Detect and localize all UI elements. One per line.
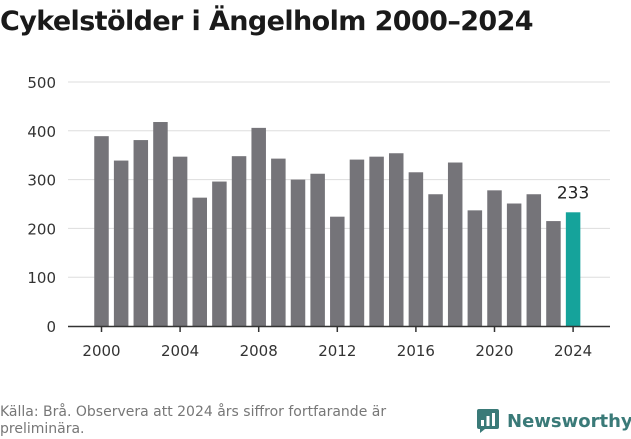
source-note: Källa: Brå. Observera att 2024 års siffr…	[0, 404, 387, 437]
bar-2018	[447, 162, 463, 326]
bar-2005	[192, 197, 207, 326]
annotations: 233	[557, 183, 589, 203]
bar-2023	[546, 221, 561, 326]
bar-2006	[212, 181, 227, 326]
bar-2001	[113, 160, 129, 326]
bar-2021	[506, 203, 522, 326]
bar-2019	[467, 210, 483, 326]
bar-2002	[133, 140, 149, 326]
bar-2013	[349, 159, 365, 326]
x-tick-label: 2000	[82, 342, 120, 360]
bar-2020	[487, 190, 502, 326]
y-tick-label: 300	[27, 172, 56, 190]
brand-logo-block: Newsworthy	[476, 407, 631, 435]
x-tick-label: 2024	[554, 342, 592, 360]
bar-2022	[526, 194, 542, 326]
bar-2007	[231, 156, 247, 326]
bar-2014	[369, 156, 384, 326]
bar-2008	[251, 127, 266, 326]
bar-2009	[271, 158, 286, 326]
x-tick-label: 2004	[161, 342, 199, 360]
x-tick-label: 2016	[397, 342, 435, 360]
y-tick-label: 500	[27, 74, 56, 92]
x-tick-label: 2020	[475, 342, 513, 360]
newsworthy-logo-icon	[477, 409, 499, 433]
y-tick-label: 0	[46, 318, 56, 336]
bar-2024	[565, 212, 581, 326]
x-axis: 2000 2004 2008 2012 2016 2020 2024	[68, 325, 610, 360]
bar-2003	[153, 122, 168, 327]
bar-2012	[330, 216, 345, 326]
bar-2011	[310, 173, 325, 326]
bar-2010	[290, 179, 306, 326]
chart-title: Cykelstölder i Ängelholm 2000–2024	[0, 6, 534, 37]
brand-name: Newsworthy	[507, 410, 631, 432]
x-tick-label: 2008	[240, 342, 278, 360]
y-tick-label: 100	[27, 269, 56, 287]
bars	[94, 122, 581, 327]
x-tick-label: 2012	[318, 342, 356, 360]
y-tick-label: 200	[27, 220, 56, 238]
bar-2016	[408, 172, 424, 326]
bar-2015	[389, 153, 404, 326]
highlight-value-label: 233	[557, 183, 589, 203]
bar-2017	[428, 194, 443, 326]
y-tick-label: 400	[27, 123, 56, 141]
bar-2004	[172, 156, 188, 326]
bar-2000	[94, 136, 109, 326]
y-axis-labels: 0 100 200 300 400 500	[27, 74, 56, 336]
